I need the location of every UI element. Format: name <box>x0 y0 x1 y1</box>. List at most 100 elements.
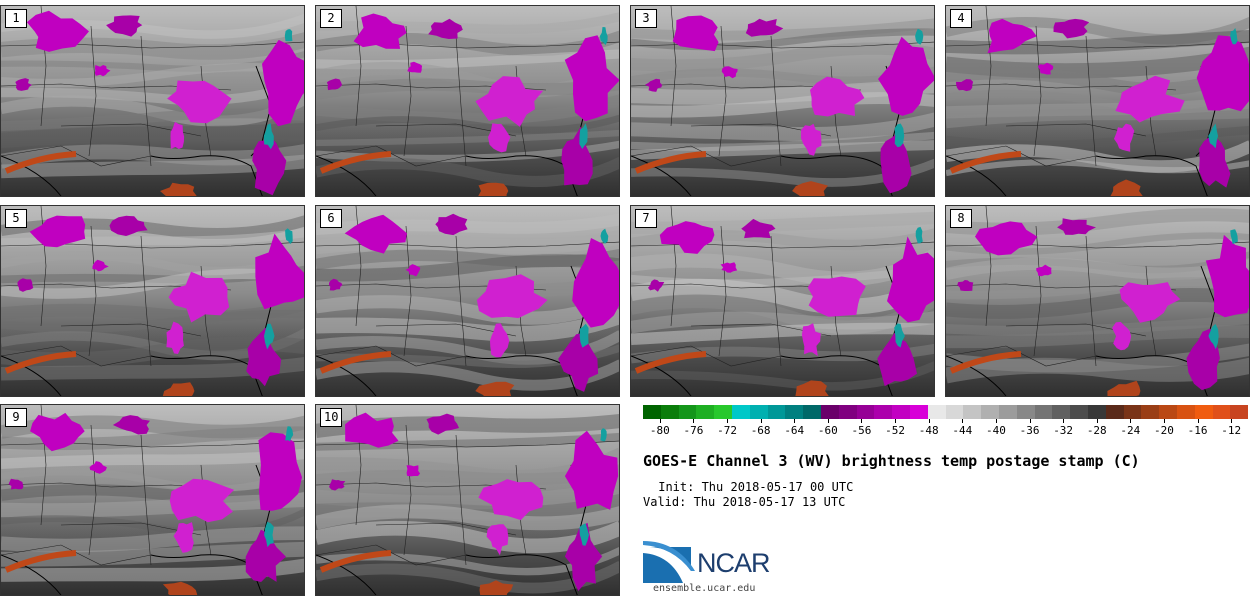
colorbar-tick <box>794 419 796 423</box>
ncar-logo-text: NCAR <box>697 548 771 578</box>
colorbar-swatch <box>1176 405 1195 419</box>
colorbar-tick-label: -68 <box>750 424 771 437</box>
colorbar-tick <box>659 419 661 423</box>
water-vapor-map <box>1 405 304 595</box>
colorbar-swatch <box>1034 405 1053 419</box>
colorbar-swatch <box>1230 405 1249 419</box>
colorbar-swatch <box>1016 405 1035 419</box>
colorbar-swatch <box>767 405 786 419</box>
panel-number: 1 <box>5 9 27 28</box>
colorbar-swatch <box>1159 405 1177 419</box>
colorbar-swatch <box>820 405 839 419</box>
colorbar-tick-label: -36 <box>1019 424 1040 437</box>
colorbar-tick <box>861 419 863 423</box>
colorbar-swatch <box>856 405 875 419</box>
panel-number: 7 <box>635 209 657 228</box>
colorbar-swatch <box>731 405 750 419</box>
colorbar-swatch <box>660 405 679 419</box>
colorbar-tick-label: -16 <box>1187 424 1208 437</box>
water-vapor-map <box>1 206 304 396</box>
water-vapor-map <box>946 6 1249 196</box>
colorbar-swatch <box>998 405 1017 419</box>
colorbar-tick-label: -20 <box>1154 424 1174 437</box>
water-vapor-map <box>316 405 619 595</box>
colorbar-tick-label: -12 <box>1221 424 1242 437</box>
panel-number: 4 <box>950 9 972 28</box>
member-panel: 4 <box>945 5 1250 197</box>
colorbar-swatch <box>643 405 661 419</box>
colorbar-swatch <box>927 405 946 419</box>
colorbar-tick-label: -76 <box>683 424 704 437</box>
colorbar-swatch <box>963 405 982 419</box>
ncar-logo-icon <box>643 541 695 583</box>
colorbar-swatch <box>1141 405 1160 419</box>
colorbar-tick <box>928 419 930 423</box>
colorbar-tick <box>760 419 762 423</box>
colorbar-ticks: -80 -76 -72 -68 -64 -60 -56 -52 -48 -44 -40 -36 -32-… <box>643 419 1248 439</box>
colorbar-tick <box>727 419 729 423</box>
colorbar-tick <box>1130 419 1132 423</box>
colorbar-swatch <box>1087 405 1106 419</box>
member-panel: 9 <box>0 404 305 596</box>
figure-title: GOES-E Channel 3 (WV) brightness temp po… <box>643 452 1140 470</box>
colorbar-tick <box>1096 419 1098 423</box>
member-panel: 8 <box>945 205 1250 397</box>
colorbar-tick <box>827 419 829 423</box>
colorbar-swatch <box>749 405 768 419</box>
colorbar-tick-label: -40 <box>985 424 1006 437</box>
colorbar-tick-label: -64 <box>784 424 805 437</box>
colorbar-tick-label: -24 <box>1120 424 1141 437</box>
colorbar-swatch <box>874 405 893 419</box>
colorbar-tick <box>995 419 997 423</box>
panel-number: 3 <box>635 9 657 28</box>
colorbar-swatch <box>909 405 928 419</box>
member-panel: 6 <box>315 205 620 397</box>
colorbar-swatch <box>1123 405 1142 419</box>
colorbar-tick-label: -80 <box>649 424 670 437</box>
colorbar-tick-label: -48 <box>918 424 939 437</box>
colorbar-swatch <box>1105 405 1124 419</box>
colorbar-tick <box>1231 419 1233 423</box>
member-panel: 1 <box>0 5 305 197</box>
colorbar <box>643 405 1249 419</box>
colorbar-tick-label: -60 <box>817 424 838 437</box>
colorbar-tick <box>1197 419 1199 423</box>
water-vapor-map <box>316 206 619 396</box>
colorbar-swatch <box>838 405 857 419</box>
colorbar-tick-label: -56 <box>851 424 872 437</box>
panel-number: 9 <box>5 408 27 427</box>
colorbar-tick <box>1029 419 1031 423</box>
water-vapor-map <box>631 6 934 196</box>
panel-number: 10 <box>320 408 343 427</box>
colorbar-swatch <box>945 405 964 419</box>
member-panel: 5 <box>0 205 305 397</box>
colorbar-tick-label: -32 <box>1053 424 1074 437</box>
member-panel: 10 <box>315 404 620 596</box>
colorbar-tick-label: -52 <box>885 424 906 437</box>
colorbar-tick <box>895 419 897 423</box>
member-panel: 7 <box>630 205 935 397</box>
water-vapor-map <box>1 6 304 196</box>
colorbar-swatch <box>1212 405 1231 419</box>
colorbar-swatch <box>678 405 697 419</box>
colorbar-tick <box>1163 419 1165 423</box>
website-url: ensemble.ucar.edu <box>653 583 756 594</box>
colorbar-tick <box>693 419 695 423</box>
colorbar-tick-label: -44 <box>952 424 973 437</box>
colorbar-tick <box>962 419 964 423</box>
colorbar-swatch <box>1070 405 1088 419</box>
colorbar-swatch <box>696 405 715 419</box>
member-panel: 2 <box>315 5 620 197</box>
panel-number: 8 <box>950 209 972 228</box>
colorbar-swatch <box>714 405 732 419</box>
member-panel: 3 <box>630 5 935 197</box>
colorbar-swatch <box>785 405 804 419</box>
valid-time: Valid: Thu 2018-05-17 13 UTC <box>643 495 846 509</box>
water-vapor-map <box>946 206 1249 396</box>
colorbar-tick-label: -28 <box>1086 424 1107 437</box>
panel-number: 6 <box>320 209 342 228</box>
water-vapor-map <box>316 6 619 196</box>
init-time: Init: Thu 2018-05-17 00 UTC <box>651 480 854 494</box>
water-vapor-map <box>631 206 934 396</box>
colorbar-swatch <box>892 405 910 419</box>
